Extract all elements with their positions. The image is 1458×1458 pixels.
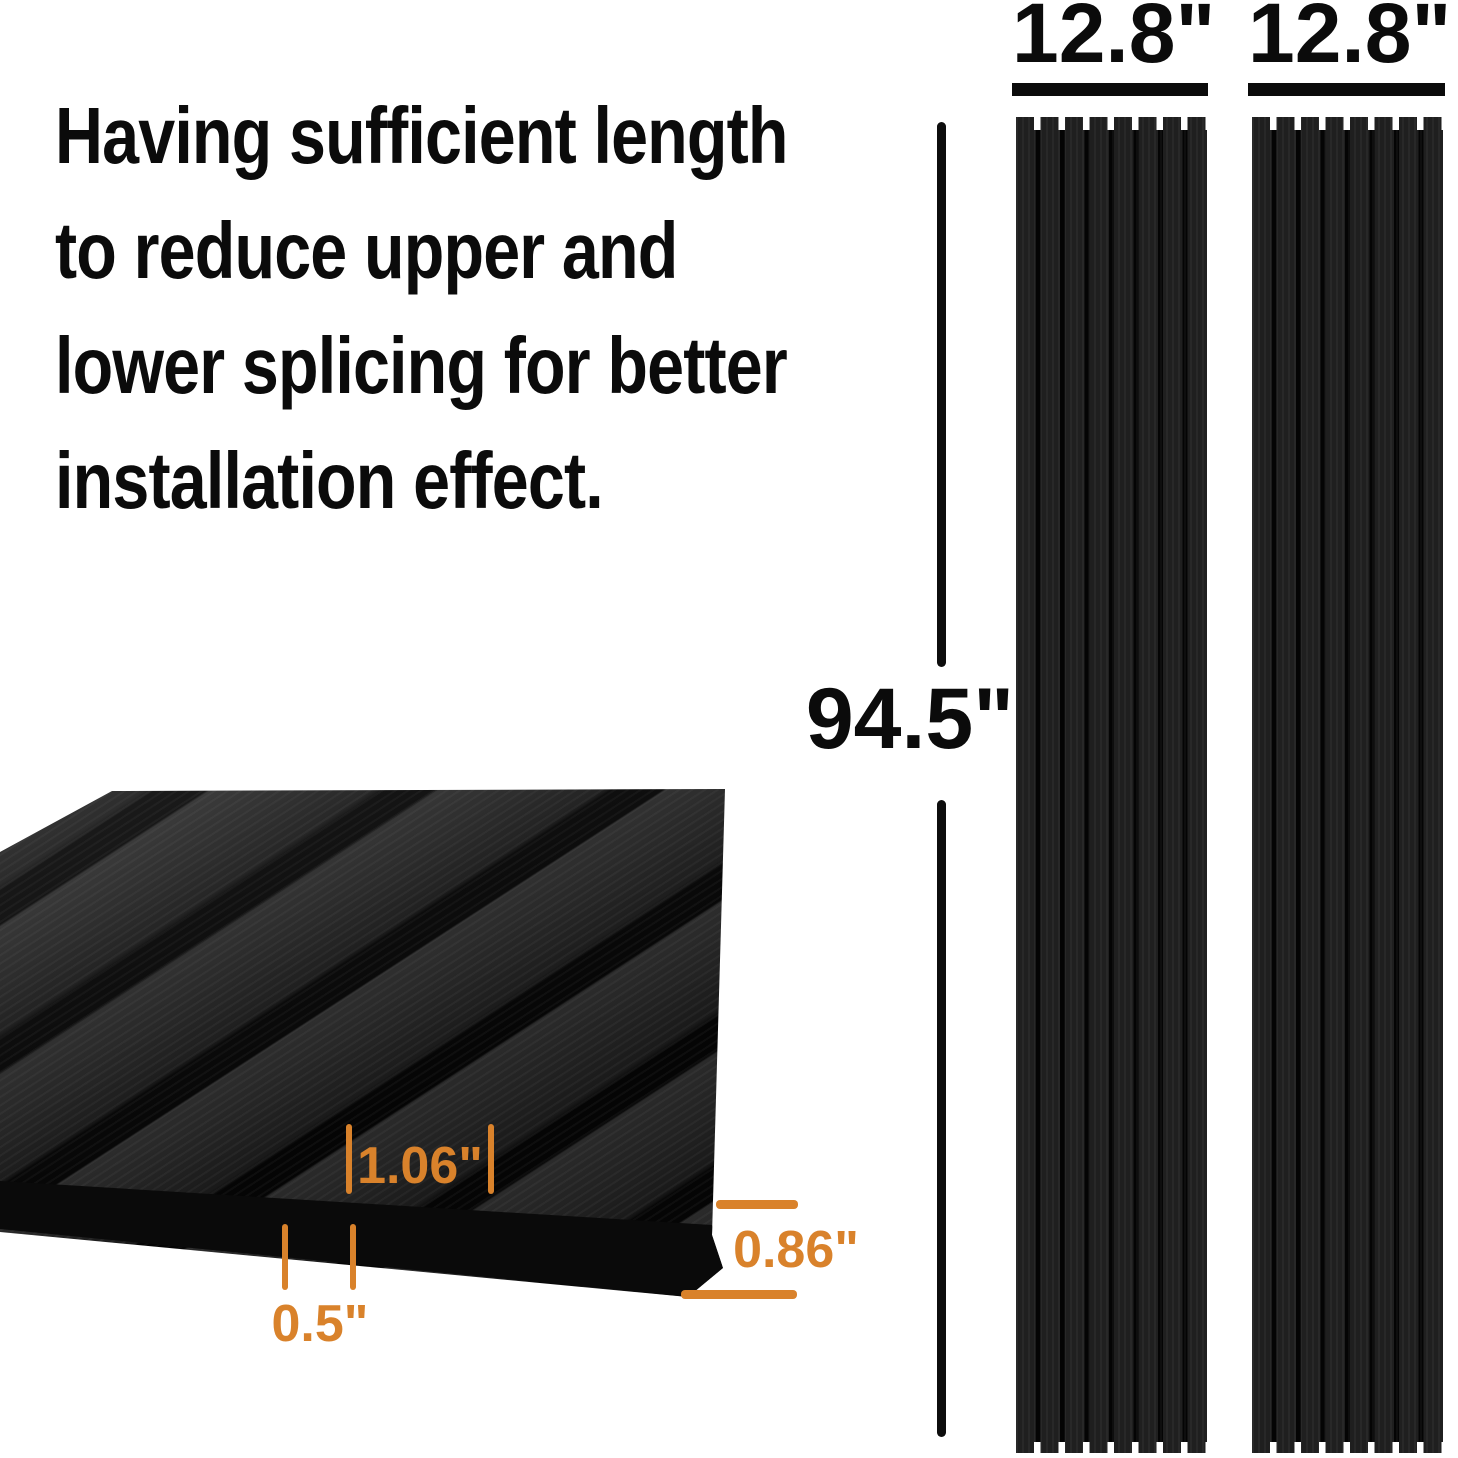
thickness-line-top [716, 1200, 798, 1209]
headline-line-4: installation effect. [55, 436, 604, 525]
thickness-label: 0.86" [733, 1221, 859, 1279]
panel2-top-notches [1252, 117, 1443, 130]
panel2-width-underline [1248, 83, 1445, 96]
thickness-line-bottom [681, 1290, 797, 1299]
slat-gap-label: 0.5" [271, 1295, 369, 1353]
panel1-width-label: 12.8" [1012, 0, 1216, 80]
headline-line-3: lower splicing for better [55, 321, 788, 410]
panel2-bottom-notches [1252, 1442, 1443, 1453]
headline-text: Having sufficient length to reduce upper… [55, 78, 968, 538]
panel2-width-label: 12.8" [1248, 0, 1452, 80]
slat-gap-tick-right [350, 1224, 356, 1290]
slat-width-label: 1.06" [357, 1137, 483, 1195]
slat-width-tick-right [488, 1124, 494, 1194]
slat-panel-closeup-photo [0, 789, 725, 1297]
panel1-top-notches [1016, 117, 1207, 130]
height-dimension-line-upper [937, 122, 946, 667]
slat-panel-1 [1016, 117, 1207, 1453]
slat-panel-2 [1252, 117, 1443, 1453]
panel1-width-underline [1012, 83, 1208, 96]
headline-line-2: to reduce upper and [55, 206, 678, 295]
headline-line-1: Having sufficient length [55, 91, 788, 180]
panel-height-label: 94.5" [805, 671, 1014, 767]
panel1-bottom-notches [1016, 1442, 1207, 1453]
slat-width-tick-left [346, 1124, 352, 1194]
slat-gap-tick-left [282, 1224, 288, 1290]
height-dimension-line-lower [937, 800, 946, 1437]
